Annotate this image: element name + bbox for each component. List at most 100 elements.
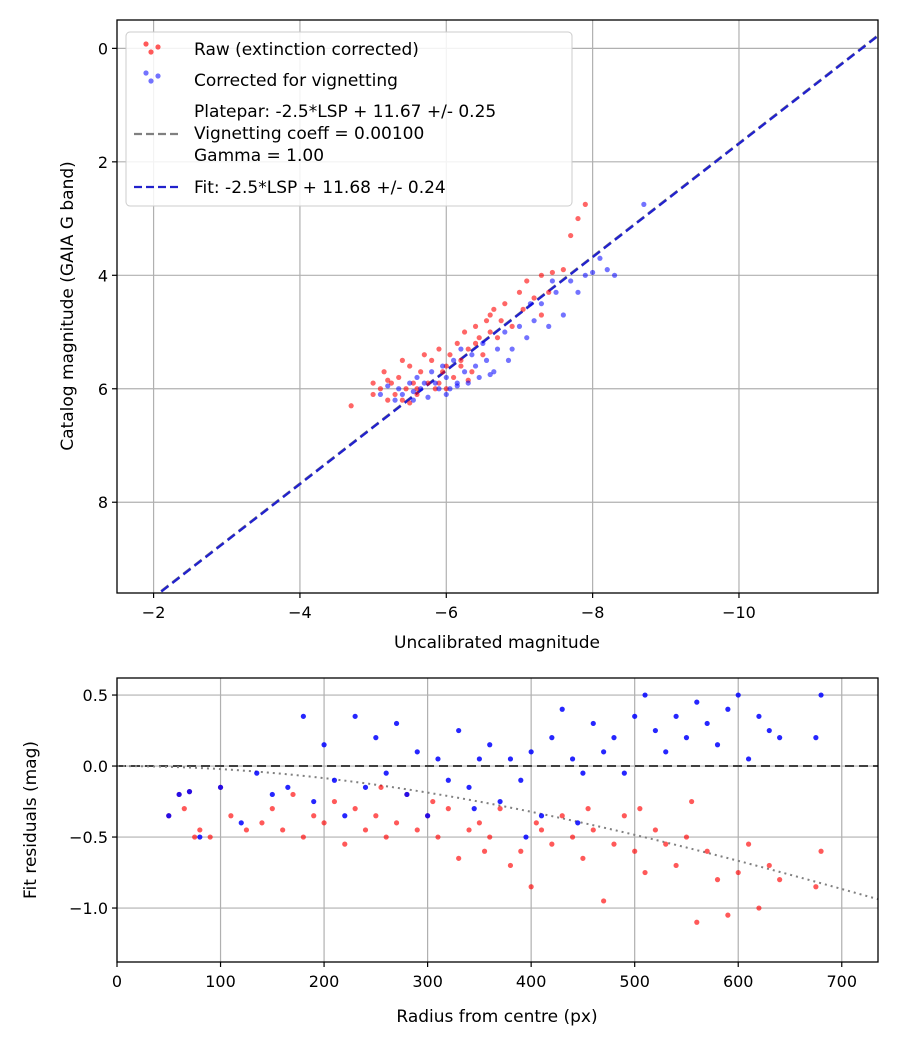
bottom-x-axis-label: Radius from centre (px) (396, 1007, 597, 1027)
raw-residual-point (342, 841, 348, 847)
corrected-point (590, 269, 596, 276)
corrected-point (597, 255, 603, 261)
raw-point (388, 380, 394, 386)
bottom-plot-frame (116, 677, 879, 963)
raw-point (429, 357, 435, 363)
raw-residual-point (481, 848, 488, 854)
raw-point (399, 397, 405, 403)
legend-platepar-label-2: Vignetting coeff = 0.00100 (194, 124, 424, 144)
raw-residual-point (663, 841, 669, 847)
corrected-point (560, 312, 566, 318)
corrected-point (429, 369, 435, 375)
raw-point (407, 363, 413, 369)
y-tick-label: 8 (98, 493, 108, 512)
raw-point (399, 357, 405, 363)
raw-point (472, 340, 479, 346)
y-tick-label: −1.0 (69, 899, 108, 918)
raw-point (502, 301, 508, 307)
corrected-point (553, 289, 559, 295)
raw-residual-point (311, 813, 317, 819)
corrected-residual-point (425, 813, 431, 819)
corrected-point (538, 301, 545, 307)
raw-point (370, 391, 376, 398)
corrected-point (410, 388, 416, 395)
corrected-residual-point (642, 692, 648, 698)
corrected-point (491, 369, 497, 375)
corrected-residual-point (538, 813, 545, 819)
corrected-point (410, 397, 416, 403)
raw-point (385, 377, 391, 383)
raw-residual-point (818, 848, 824, 854)
raw-point (509, 323, 515, 329)
bottom-grid (116, 678, 878, 962)
legend-corrected-label: Corrected for vignetting (194, 71, 398, 91)
bottom-y-axis-label: Fit residuals (mag) (21, 741, 41, 899)
corrected-residual-point (735, 692, 741, 698)
raw-residual-point (352, 806, 358, 812)
raw-point (494, 335, 501, 341)
raw-residual-point (621, 813, 627, 819)
raw-residual-point (290, 791, 296, 798)
corrected-point (418, 386, 424, 392)
raw-residual-point (378, 784, 384, 790)
corrected-residual-point (166, 813, 172, 819)
raw-point (487, 329, 493, 335)
raw-residual-point (538, 827, 545, 833)
corrected-point (476, 374, 482, 381)
corrected-point (396, 386, 402, 392)
legend-box (125, 31, 573, 207)
raw-residual-point (642, 869, 648, 876)
y-tick-label: 0 (98, 39, 108, 58)
raw-residual-point (590, 827, 596, 833)
raw-residual-point (280, 827, 286, 833)
raw-point (443, 386, 449, 392)
raw-point (516, 289, 523, 295)
corrected-residual-point (373, 735, 379, 741)
x-tick-label: 700 (826, 972, 857, 991)
x-tick-label: 400 (516, 972, 547, 991)
corrected-point (487, 371, 493, 378)
raw-residual-point (497, 806, 503, 812)
legend-platepar-label-1: Platepar: -2.5*LSP + 11.67 +/- 0.25 (194, 102, 496, 122)
raw-point (454, 340, 460, 346)
raw-point (440, 369, 446, 375)
legend-fit-label: Fit: -2.5*LSP + 11.68 +/- 0.24 (194, 178, 446, 198)
raw-residual-point (362, 827, 369, 833)
raw-point (582, 201, 588, 207)
raw-residual-point (704, 848, 710, 854)
raw-residual-point (518, 848, 524, 854)
corrected-residual-point (300, 713, 306, 719)
corrected-residual-point (176, 791, 182, 798)
corrected-residual-point (254, 770, 260, 776)
fit-line (157, 34, 878, 593)
corrected-point (505, 357, 512, 363)
corrected-point (604, 267, 610, 273)
corrected-point (407, 380, 413, 386)
top-plot-frame (116, 19, 879, 594)
raw-point (443, 363, 449, 369)
corrected-residual-point (352, 713, 358, 719)
raw-residual-point (383, 834, 389, 840)
corrected-residual-point (507, 756, 514, 762)
raw-point (450, 374, 457, 381)
corrected-residual-point (673, 713, 679, 719)
corrected-residual-point (818, 692, 824, 698)
raw-point (403, 386, 409, 392)
y-tick-label: 4 (98, 266, 108, 285)
corrected-residual-point (331, 777, 338, 783)
raw-point (414, 386, 420, 392)
raw-residual-point (714, 877, 721, 883)
raw-point (370, 380, 376, 386)
corrected-point (469, 352, 475, 358)
raw-residual-point (725, 912, 731, 918)
x-tick-label: −4 (288, 603, 312, 622)
corrected-residual-point (471, 806, 477, 812)
y-tick-label: 0.0 (83, 757, 108, 776)
raw-point (436, 380, 442, 386)
raw-residual-point (813, 884, 819, 890)
corrected-point (399, 391, 405, 398)
corrected-point (425, 394, 431, 400)
corrected-point (516, 323, 523, 329)
raw-point (524, 278, 530, 284)
